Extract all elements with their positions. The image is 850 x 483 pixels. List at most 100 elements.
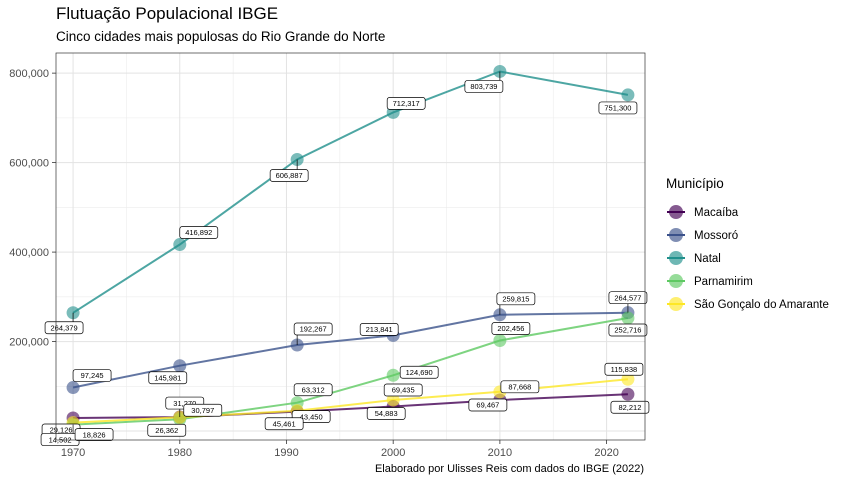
data-label-text: 54,883 [375, 409, 398, 418]
legend-key [666, 201, 686, 224]
data-label-box [491, 322, 531, 335]
x-tick-label: 1970 [61, 447, 85, 459]
data-label-box [183, 403, 223, 417]
data-label-parnamirim: 252,716 [608, 323, 648, 337]
legend-item-parnamirim: Parnamirim [666, 270, 829, 293]
data-label-mossoro: 192,267 [293, 322, 333, 346]
data-label-box [610, 400, 650, 414]
series-line-parnamirim [73, 317, 629, 426]
legend-key [666, 270, 686, 293]
data-label-text: 264,379 [51, 323, 78, 332]
y-tick-label: 600,000 [9, 158, 49, 170]
data-label-box [604, 362, 644, 376]
data-label-box [359, 323, 399, 336]
data-label-macaiba: 54,883 [366, 407, 406, 420]
data-label-box [148, 371, 188, 385]
data-point-sao-goncalo-do-amarante [621, 372, 635, 386]
data-label-text: 43,450 [300, 412, 323, 421]
data-label-macaiba: 69,467 [468, 398, 508, 412]
data-label-text: 69,435 [392, 386, 415, 395]
data-label-box [383, 383, 423, 397]
data-label-text: 87,668 [508, 383, 531, 392]
data-label-box [293, 322, 333, 336]
data-label-box [366, 407, 406, 420]
data-label-sao-goncalo-do-amarante: 69,435 [383, 383, 423, 397]
legend-label: Natal [694, 252, 721, 265]
data-label-text: 29,126 [50, 426, 73, 435]
data-point-parnamirim [386, 368, 400, 382]
x-tick-label: 1980 [168, 447, 192, 459]
data-label-natal: 416,892 [179, 226, 219, 239]
axes: 1970198019902000201020200200,000400,0006… [9, 68, 619, 459]
panel-border [55, 52, 646, 441]
chart-caption: Elaborado por Ulisses Reis com dados do … [374, 463, 644, 475]
data-label-box [264, 417, 304, 431]
data-point-parnamirim [621, 311, 635, 325]
legend-label: São Gonçalo do Amarante [694, 298, 829, 311]
data-label-text: 145,981 [154, 373, 181, 382]
data-label-sao-goncalo-do-amarante: 18,826 [74, 428, 114, 441]
data-label-box [468, 398, 508, 412]
series-line-mossoro [72, 311, 628, 389]
legend-item-natal: Natal [666, 247, 829, 270]
data-label-text: 712,317 [393, 99, 420, 108]
legend-key [666, 247, 686, 270]
legend-label: Macaíba [694, 206, 739, 219]
legend-item-sao-goncalo-do-amarante: São Gonçalo do Amarante [666, 293, 829, 316]
data-labels: 29,126 31,270 43,450 54,883 69,467 82,212 97,2… [40, 71, 650, 446]
y-tick-label: 400,000 [9, 247, 49, 259]
y-tick-label: 200,000 [9, 337, 49, 349]
data-label-parnamirim: 63,312 [293, 383, 333, 397]
data-label-parnamirim: 202,456 [491, 322, 531, 335]
data-label-text: 213,841 [366, 325, 393, 334]
data-label-box [608, 291, 648, 305]
data-label-mossoro: 259,815 [496, 292, 536, 315]
data-label-text: 82,212 [618, 403, 641, 412]
legend-title: Município [666, 176, 724, 191]
data-label-box [72, 369, 112, 382]
data-label-sao-goncalo-do-amarante: 115,838 [604, 362, 644, 376]
legend-label: Parnamirim [694, 275, 753, 288]
data-label-box [293, 383, 333, 397]
data-label-box [598, 101, 638, 115]
data-label-text: 18,826 [83, 430, 106, 439]
data-label-text: 31,270 [173, 399, 196, 408]
data-label-sao-goncalo-do-amarante: 45,461 [264, 417, 304, 431]
data-label-parnamirim: 26,362 [147, 423, 187, 437]
data-label-mossoro: 145,981 [148, 371, 188, 385]
data-label-parnamirim: 124,690 [399, 365, 439, 379]
data-label-box [386, 97, 426, 110]
data-label-natal: 751,300 [598, 101, 638, 115]
data-label-text: 202,456 [497, 324, 524, 333]
data-label-box [399, 365, 439, 379]
data-label-text: 416,892 [185, 228, 212, 237]
x-tick-label: 2020 [594, 447, 618, 459]
data-label-mossoro: 97,245 [72, 369, 112, 382]
legend-item-mossoro: Mossoró [666, 224, 829, 247]
data-label-text: 264,577 [614, 293, 641, 302]
data-label-macaiba: 82,212 [610, 400, 650, 414]
x-tick-label: 2000 [381, 447, 405, 459]
data-label-sao-goncalo-do-amarante: 87,668 [500, 380, 540, 394]
data-label-box [179, 226, 219, 239]
data-label-box [74, 428, 114, 441]
data-label-box [44, 321, 84, 335]
chart-title: Flutuação Populacional IBGE [56, 4, 279, 23]
data-label-box [269, 169, 309, 182]
data-label-text: 803,739 [470, 82, 497, 91]
data-label-text: 97,245 [81, 371, 104, 380]
data-point-mossoro [173, 359, 187, 373]
data-label-text: 252,716 [614, 326, 641, 335]
data-label-text: 259,815 [502, 295, 529, 304]
data-label-mossoro: 264,577 [608, 291, 648, 313]
data-label-box [464, 80, 504, 93]
data-label-text: 751,300 [604, 104, 631, 113]
data-label-text: 30,797 [191, 406, 214, 415]
data-label-text: 124,690 [406, 368, 433, 377]
data-label-box [608, 323, 648, 337]
legend: Município Macaíba Mossoró Natal Parnamirim S… [666, 176, 829, 316]
data-label-text: 606,887 [276, 171, 303, 180]
data-label-text: 69,467 [476, 401, 499, 410]
y-tick-label: 800,000 [9, 68, 49, 80]
data-label-natal: 264,379 [44, 312, 84, 335]
